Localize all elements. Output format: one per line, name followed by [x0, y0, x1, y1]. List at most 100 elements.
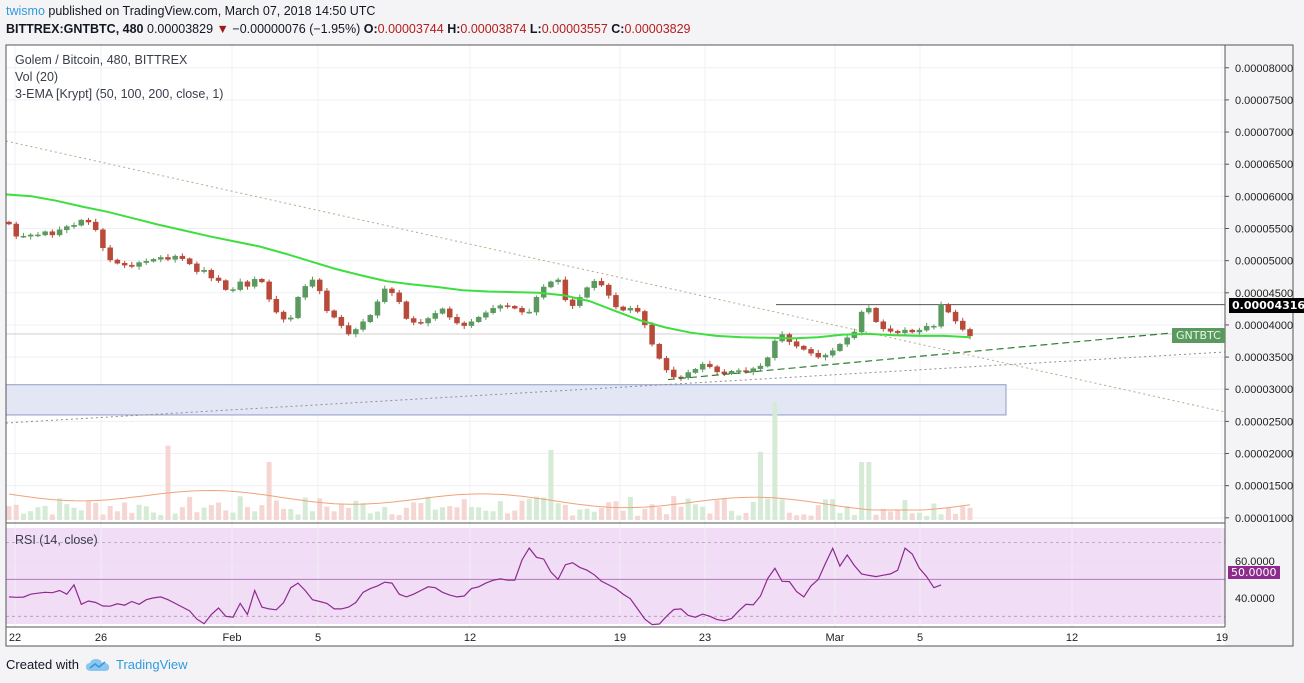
- candle[interactable]: [129, 261, 135, 269]
- candle[interactable]: [671, 366, 677, 379]
- candle[interactable]: [490, 304, 496, 315]
- candle[interactable]: [295, 296, 301, 320]
- candle[interactable]: [642, 309, 648, 329]
- candle[interactable]: [56, 226, 63, 237]
- candle[interactable]: [909, 328, 915, 334]
- candle[interactable]: [931, 324, 937, 330]
- candle[interactable]: [374, 299, 381, 319]
- candle[interactable]: [78, 218, 85, 227]
- candle[interactable]: [345, 322, 352, 336]
- candle[interactable]: [793, 338, 800, 349]
- candle[interactable]: [179, 253, 186, 262]
- candle[interactable]: [172, 254, 178, 263]
- candle[interactable]: [692, 368, 699, 374]
- candle[interactable]: [353, 327, 359, 338]
- candle[interactable]: [454, 313, 460, 325]
- candle[interactable]: [714, 364, 720, 376]
- candle[interactable]: [92, 218, 99, 232]
- candle[interactable]: [230, 287, 236, 293]
- candle[interactable]: [100, 227, 106, 252]
- candle[interactable]: [613, 292, 619, 310]
- candle[interactable]: [403, 300, 410, 320]
- author-link[interactable]: twismo: [6, 4, 45, 18]
- candle[interactable]: [772, 338, 778, 361]
- tradingview-link[interactable]: TradingView: [85, 657, 188, 672]
- candle[interactable]: [280, 310, 287, 323]
- candle[interactable]: [418, 319, 424, 325]
- candle[interactable]: [497, 303, 504, 312]
- candle[interactable]: [960, 317, 966, 332]
- candle[interactable]: [71, 222, 77, 229]
- candle[interactable]: [822, 353, 829, 361]
- candle[interactable]: [425, 316, 431, 327]
- candle[interactable]: [64, 224, 70, 234]
- candle[interactable]: [533, 295, 540, 316]
- candle[interactable]: [750, 366, 756, 376]
- candle[interactable]: [259, 278, 265, 284]
- candle[interactable]: [475, 315, 482, 324]
- candle[interactable]: [634, 304, 641, 314]
- candle[interactable]: [121, 260, 128, 268]
- candle[interactable]: [952, 309, 959, 324]
- candle[interactable]: [309, 276, 316, 289]
- candle[interactable]: [157, 255, 164, 263]
- candle[interactable]: [215, 275, 222, 283]
- candle[interactable]: [555, 277, 561, 285]
- candle[interactable]: [902, 327, 908, 335]
- candle[interactable]: [858, 310, 865, 336]
- candle[interactable]: [165, 254, 171, 262]
- candle[interactable]: [663, 356, 670, 373]
- candle[interactable]: [569, 298, 576, 309]
- candle[interactable]: [562, 276, 569, 302]
- candle[interactable]: [432, 310, 439, 321]
- candle[interactable]: [815, 349, 822, 359]
- candle[interactable]: [808, 347, 814, 357]
- candle[interactable]: [244, 280, 251, 290]
- candle[interactable]: [266, 279, 272, 303]
- candle[interactable]: [324, 288, 330, 314]
- candle[interactable]: [237, 278, 243, 292]
- candle[interactable]: [967, 327, 973, 340]
- candle[interactable]: [916, 327, 923, 335]
- candle[interactable]: [526, 308, 532, 314]
- candle[interactable]: [447, 306, 453, 321]
- candle[interactable]: [35, 232, 41, 238]
- candle[interactable]: [27, 233, 34, 240]
- candle[interactable]: [605, 283, 612, 299]
- candle[interactable]: [288, 315, 294, 322]
- candle[interactable]: [591, 278, 598, 291]
- candle[interactable]: [548, 280, 554, 289]
- candle[interactable]: [707, 360, 713, 369]
- candle[interactable]: [577, 294, 583, 308]
- candle[interactable]: [598, 277, 605, 287]
- candle[interactable]: [620, 305, 626, 312]
- candle[interactable]: [201, 266, 207, 274]
- candle[interactable]: [801, 344, 807, 351]
- candlestick-series[interactable]: [6, 217, 973, 382]
- candle[interactable]: [251, 276, 258, 289]
- candle[interactable]: [223, 279, 229, 291]
- candle[interactable]: [656, 342, 663, 360]
- candle[interactable]: [685, 369, 691, 380]
- candle[interactable]: [649, 322, 655, 347]
- candle[interactable]: [938, 301, 944, 329]
- candle[interactable]: [107, 244, 113, 263]
- candle[interactable]: [439, 307, 446, 315]
- candle[interactable]: [186, 257, 193, 266]
- candle[interactable]: [837, 342, 843, 352]
- candle[interactable]: [844, 335, 850, 348]
- candle[interactable]: [273, 295, 280, 314]
- candle[interactable]: [866, 305, 872, 315]
- candle[interactable]: [114, 258, 121, 265]
- candle[interactable]: [519, 305, 525, 315]
- candle[interactable]: [143, 258, 150, 265]
- candle[interactable]: [208, 268, 215, 282]
- candle[interactable]: [367, 314, 374, 324]
- candle[interactable]: [42, 230, 48, 237]
- candle[interactable]: [468, 318, 475, 328]
- candle[interactable]: [331, 309, 337, 319]
- candle[interactable]: [13, 221, 19, 240]
- candle[interactable]: [360, 318, 366, 332]
- candle[interactable]: [194, 261, 200, 275]
- candle[interactable]: [381, 285, 388, 304]
